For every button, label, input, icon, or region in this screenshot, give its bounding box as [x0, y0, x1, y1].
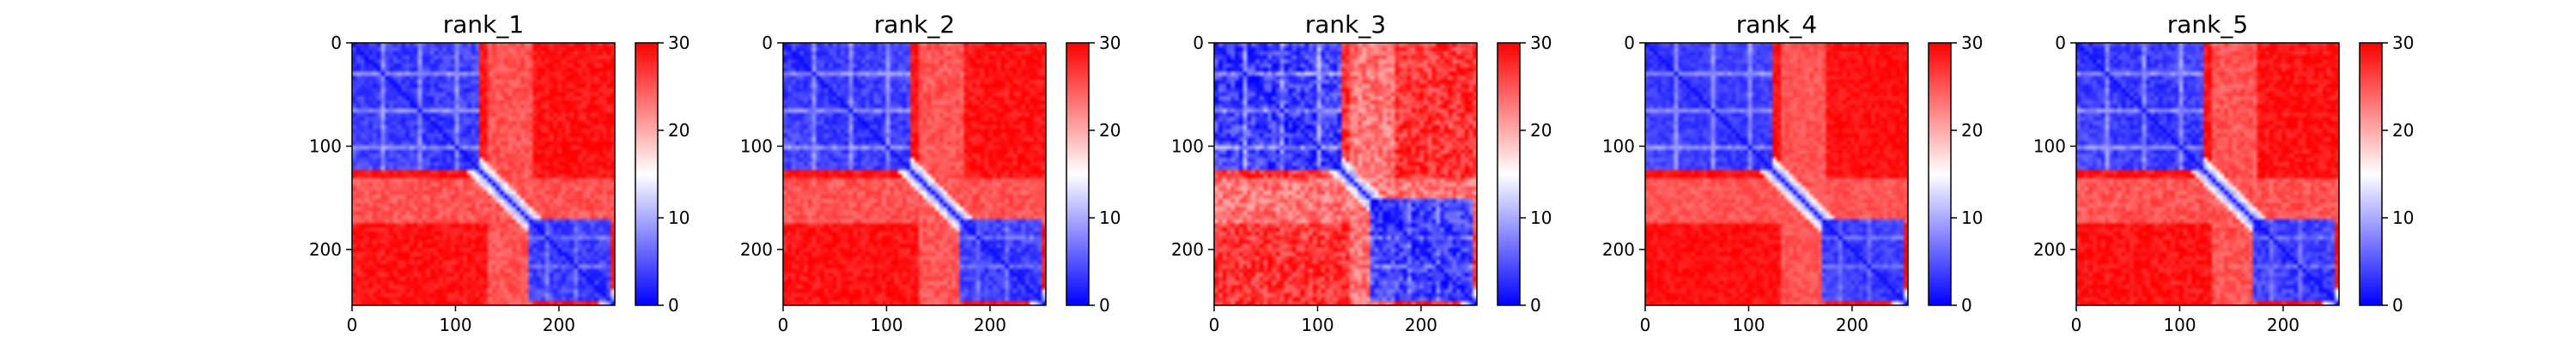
pae-heatmap: [1645, 43, 1908, 305]
colorbar-tick-label: 10: [1530, 208, 1552, 228]
pae-heatmap: [1214, 43, 1477, 305]
colorbar-tick-label: 20: [668, 120, 690, 141]
plot-frame: [2075, 42, 2340, 306]
y-tick-label: 200: [2033, 239, 2066, 260]
colorbar-tick-label: 0: [2392, 295, 2403, 316]
plot-frame: [1213, 42, 1478, 306]
y-tick-label: 100: [309, 135, 342, 156]
colorbar-tick-label: 0: [1099, 295, 1110, 316]
y-tick-label: 200: [1602, 239, 1635, 260]
x-tick-label: 200: [974, 315, 1006, 335]
colorbar: [2359, 42, 2383, 306]
x-tick-label: 200: [543, 315, 575, 335]
pae-heatmap: [2076, 43, 2339, 305]
colorbar-tick-label: 10: [668, 208, 690, 228]
colorbar-tick-label: 0: [668, 295, 679, 316]
y-tick-label: 200: [740, 239, 773, 260]
x-tick-label: 200: [1836, 315, 1868, 335]
x-tick-label: 0: [2071, 315, 2082, 335]
colorbar-tick-label: 0: [1530, 295, 1541, 316]
y-tick-label: 0: [2055, 33, 2066, 53]
x-tick-label: 200: [2267, 315, 2300, 335]
panel-title: rank_1: [443, 10, 524, 39]
y-tick-label: 100: [1171, 135, 1204, 156]
colorbar-tick-label: 30: [1099, 33, 1121, 53]
y-tick-label: 200: [1171, 239, 1204, 260]
y-tick-label: 100: [2033, 135, 2066, 156]
colorbar: [1497, 42, 1521, 306]
pae-panel-3: rank_3 0 100 200 0 100 200 0 10 20 30: [1171, 10, 1552, 335]
x-tick-label: 100: [1301, 315, 1334, 335]
plot-frame: [782, 42, 1047, 306]
colorbar-tick-label: 30: [2392, 33, 2414, 53]
colorbar-tick-label: 10: [2392, 208, 2414, 228]
x-tick-label: 0: [778, 315, 789, 335]
pae-panel-5: rank_5 0 100 200 0 100 200 0 10 20 30: [2033, 10, 2415, 335]
pae-panel-1: rank_1 0 100 200 0 100 200 0 10 20 30: [309, 10, 690, 335]
colorbar-tick-label: 20: [2392, 120, 2414, 141]
colorbar-tick-label: 20: [1530, 120, 1552, 141]
x-tick-label: 100: [870, 315, 902, 335]
panel-title: rank_3: [1305, 10, 1386, 39]
x-tick-label: 0: [1640, 315, 1651, 335]
plot-frame: [1644, 42, 1909, 306]
pae-heatmap: [352, 43, 615, 305]
colorbar-tick-label: 10: [1961, 208, 1983, 228]
colorbar-tick-label: 0: [1961, 295, 1972, 316]
panel-title: rank_4: [1736, 10, 1817, 39]
plot-frame: [351, 42, 616, 306]
y-tick-label: 100: [740, 135, 773, 156]
pae-heatmap: [783, 43, 1046, 305]
x-tick-label: 0: [1209, 315, 1220, 335]
y-tick-label: 0: [762, 33, 773, 53]
y-tick-label: 200: [309, 239, 342, 260]
colorbar: [1928, 42, 1952, 306]
y-tick-label: 0: [1193, 33, 1204, 53]
y-tick-label: 0: [1624, 33, 1635, 53]
x-tick-label: 100: [2163, 315, 2196, 335]
colorbar: [635, 42, 659, 306]
pae-panel-4: rank_4 0 100 200 0 100 200 0 10 20 30: [1602, 10, 1984, 335]
colorbar-tick-label: 30: [1530, 33, 1552, 53]
panel-title: rank_5: [2167, 10, 2248, 39]
colorbar-tick-label: 20: [1099, 120, 1121, 141]
colorbar-tick-label: 30: [1961, 33, 1983, 53]
colorbar-tick-label: 10: [1099, 208, 1121, 228]
x-tick-label: 100: [439, 315, 471, 335]
x-tick-label: 100: [1732, 315, 1765, 335]
colorbar: [1066, 42, 1090, 306]
panel-title: rank_2: [874, 10, 955, 39]
y-tick-label: 0: [331, 33, 342, 53]
pae-panel-2: rank_2 0 100 200 0 100 200 0 10 20 30: [740, 10, 1121, 335]
y-tick-label: 100: [1602, 135, 1635, 156]
colorbar-tick-label: 30: [668, 33, 690, 53]
x-tick-label: 0: [347, 315, 358, 335]
colorbar-tick-label: 20: [1961, 120, 1983, 141]
x-tick-label: 200: [1405, 315, 1437, 335]
